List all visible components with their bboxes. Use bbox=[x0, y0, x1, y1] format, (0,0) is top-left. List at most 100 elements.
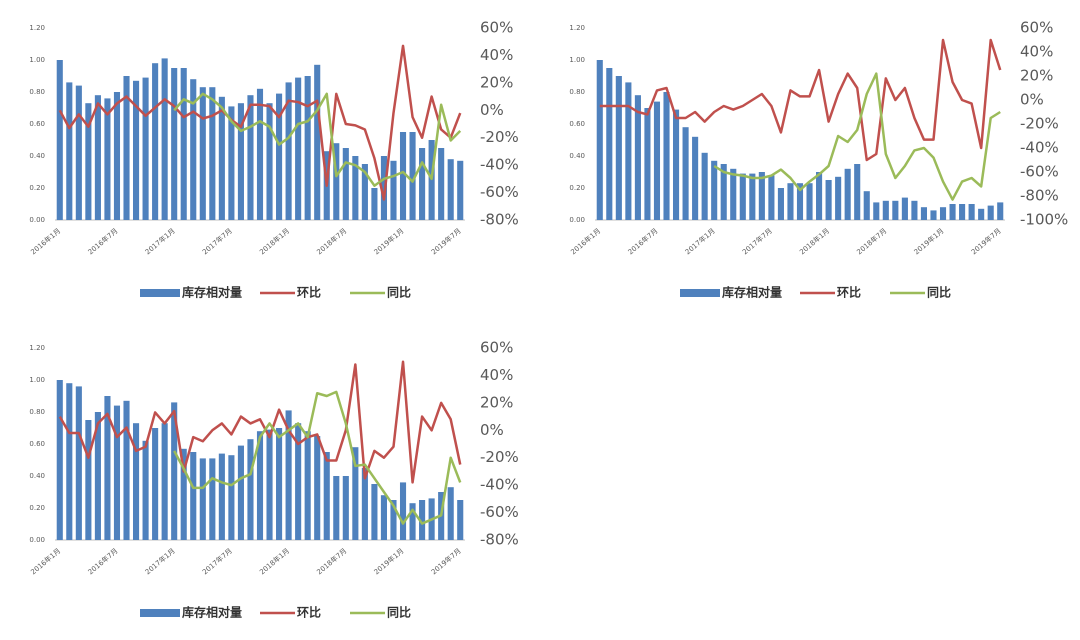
x-tick-label: 2017年1月 bbox=[143, 226, 177, 256]
y2-tick-label: -40% bbox=[480, 476, 519, 494]
legend-label: 同比 bbox=[927, 285, 951, 300]
x-tick-label: 2018年1月 bbox=[258, 226, 292, 256]
bar bbox=[787, 183, 794, 220]
bar bbox=[323, 452, 330, 540]
bar bbox=[457, 500, 464, 540]
bar bbox=[390, 160, 397, 220]
bar bbox=[247, 95, 254, 220]
x-tick-label: 2019年1月 bbox=[372, 546, 406, 576]
bar bbox=[75, 85, 82, 220]
bar bbox=[132, 423, 140, 540]
bar bbox=[930, 210, 937, 220]
bar bbox=[56, 60, 63, 220]
legend-swatch bbox=[140, 609, 180, 617]
y2-tick-label: -60% bbox=[480, 183, 519, 201]
bar bbox=[777, 188, 784, 220]
legend-label: 环比 bbox=[297, 285, 321, 300]
bar bbox=[371, 484, 378, 540]
x-tick-label: 2018年7月 bbox=[315, 226, 349, 256]
bar bbox=[285, 410, 292, 540]
bar bbox=[161, 58, 168, 221]
bar bbox=[171, 402, 178, 540]
bar bbox=[419, 148, 426, 220]
bar bbox=[701, 152, 708, 220]
y2-tick-label: -40% bbox=[1020, 139, 1059, 157]
bar bbox=[352, 156, 359, 220]
bar bbox=[218, 96, 225, 220]
bar bbox=[730, 168, 737, 220]
bar bbox=[844, 168, 851, 220]
bar bbox=[209, 458, 216, 540]
y-tick-label: 0.20 bbox=[29, 504, 45, 512]
legend-label: 环比 bbox=[297, 605, 321, 620]
bar bbox=[920, 207, 928, 220]
bar bbox=[720, 164, 727, 220]
bar bbox=[304, 76, 311, 220]
y-tick-label: 1.20 bbox=[29, 344, 45, 352]
bar bbox=[333, 143, 340, 220]
bar bbox=[266, 429, 273, 540]
bar bbox=[152, 428, 159, 540]
bar bbox=[142, 440, 149, 540]
line bbox=[58, 44, 462, 201]
bar bbox=[380, 156, 388, 220]
y2-tick-label: 20% bbox=[1020, 67, 1053, 85]
bar bbox=[75, 386, 82, 540]
legend-label: 同比 bbox=[387, 285, 411, 300]
x-tick-label: 2017年7月 bbox=[200, 226, 234, 256]
bar bbox=[419, 500, 426, 540]
bar bbox=[911, 200, 918, 220]
bar bbox=[113, 92, 121, 220]
y-tick-label: 0.80 bbox=[569, 88, 585, 96]
y-tick-label: 0.40 bbox=[29, 472, 45, 480]
bar bbox=[237, 445, 244, 540]
bar bbox=[85, 103, 92, 220]
bar bbox=[199, 458, 206, 540]
bar bbox=[190, 452, 197, 540]
y-tick-label: 1.20 bbox=[29, 24, 45, 32]
legend-swatch bbox=[680, 289, 720, 297]
bar bbox=[123, 76, 130, 220]
bar bbox=[285, 82, 292, 221]
bar bbox=[968, 204, 975, 220]
bar bbox=[228, 455, 235, 540]
bar bbox=[873, 202, 880, 220]
chart: 0.00 0.20 0.40 0.60 0.80 1.00 1.20 -80% -60% -40%… bbox=[29, 19, 519, 300]
bar bbox=[123, 400, 130, 540]
bar bbox=[171, 68, 178, 220]
bar bbox=[653, 101, 661, 220]
bar bbox=[959, 204, 966, 220]
bar bbox=[854, 164, 861, 220]
y2-tick-label: -80% bbox=[480, 211, 519, 229]
y-tick-label: 1.00 bbox=[569, 56, 585, 64]
bar bbox=[390, 500, 397, 540]
bar bbox=[190, 79, 197, 220]
bar bbox=[247, 439, 254, 540]
bar bbox=[56, 380, 63, 540]
legend-swatch bbox=[140, 289, 180, 297]
bar bbox=[447, 159, 454, 220]
bar bbox=[663, 92, 670, 220]
bar bbox=[371, 188, 378, 220]
bar bbox=[209, 87, 216, 220]
bar bbox=[94, 412, 101, 540]
x-tick-label: 2016年1月 bbox=[29, 226, 63, 256]
x-tick-label: 2018年7月 bbox=[855, 226, 889, 256]
bar bbox=[85, 420, 92, 540]
y-tick-label: 0.20 bbox=[29, 184, 45, 192]
legend-label: 库存相对量 bbox=[182, 605, 242, 620]
bar bbox=[939, 207, 947, 220]
x-tick-label: 2016年7月 bbox=[86, 546, 120, 576]
y2-tick-label: 0% bbox=[1020, 91, 1044, 109]
bar bbox=[314, 64, 321, 220]
legend-label: 环比 bbox=[837, 285, 861, 300]
bar bbox=[104, 98, 111, 220]
bar bbox=[739, 173, 746, 220]
bar bbox=[304, 431, 311, 540]
bar bbox=[901, 197, 908, 220]
x-tick-label: 2016年7月 bbox=[626, 226, 660, 256]
bar bbox=[835, 176, 842, 220]
bar bbox=[199, 87, 206, 220]
y2-tick-label: 20% bbox=[480, 393, 513, 411]
bar bbox=[180, 448, 187, 540]
